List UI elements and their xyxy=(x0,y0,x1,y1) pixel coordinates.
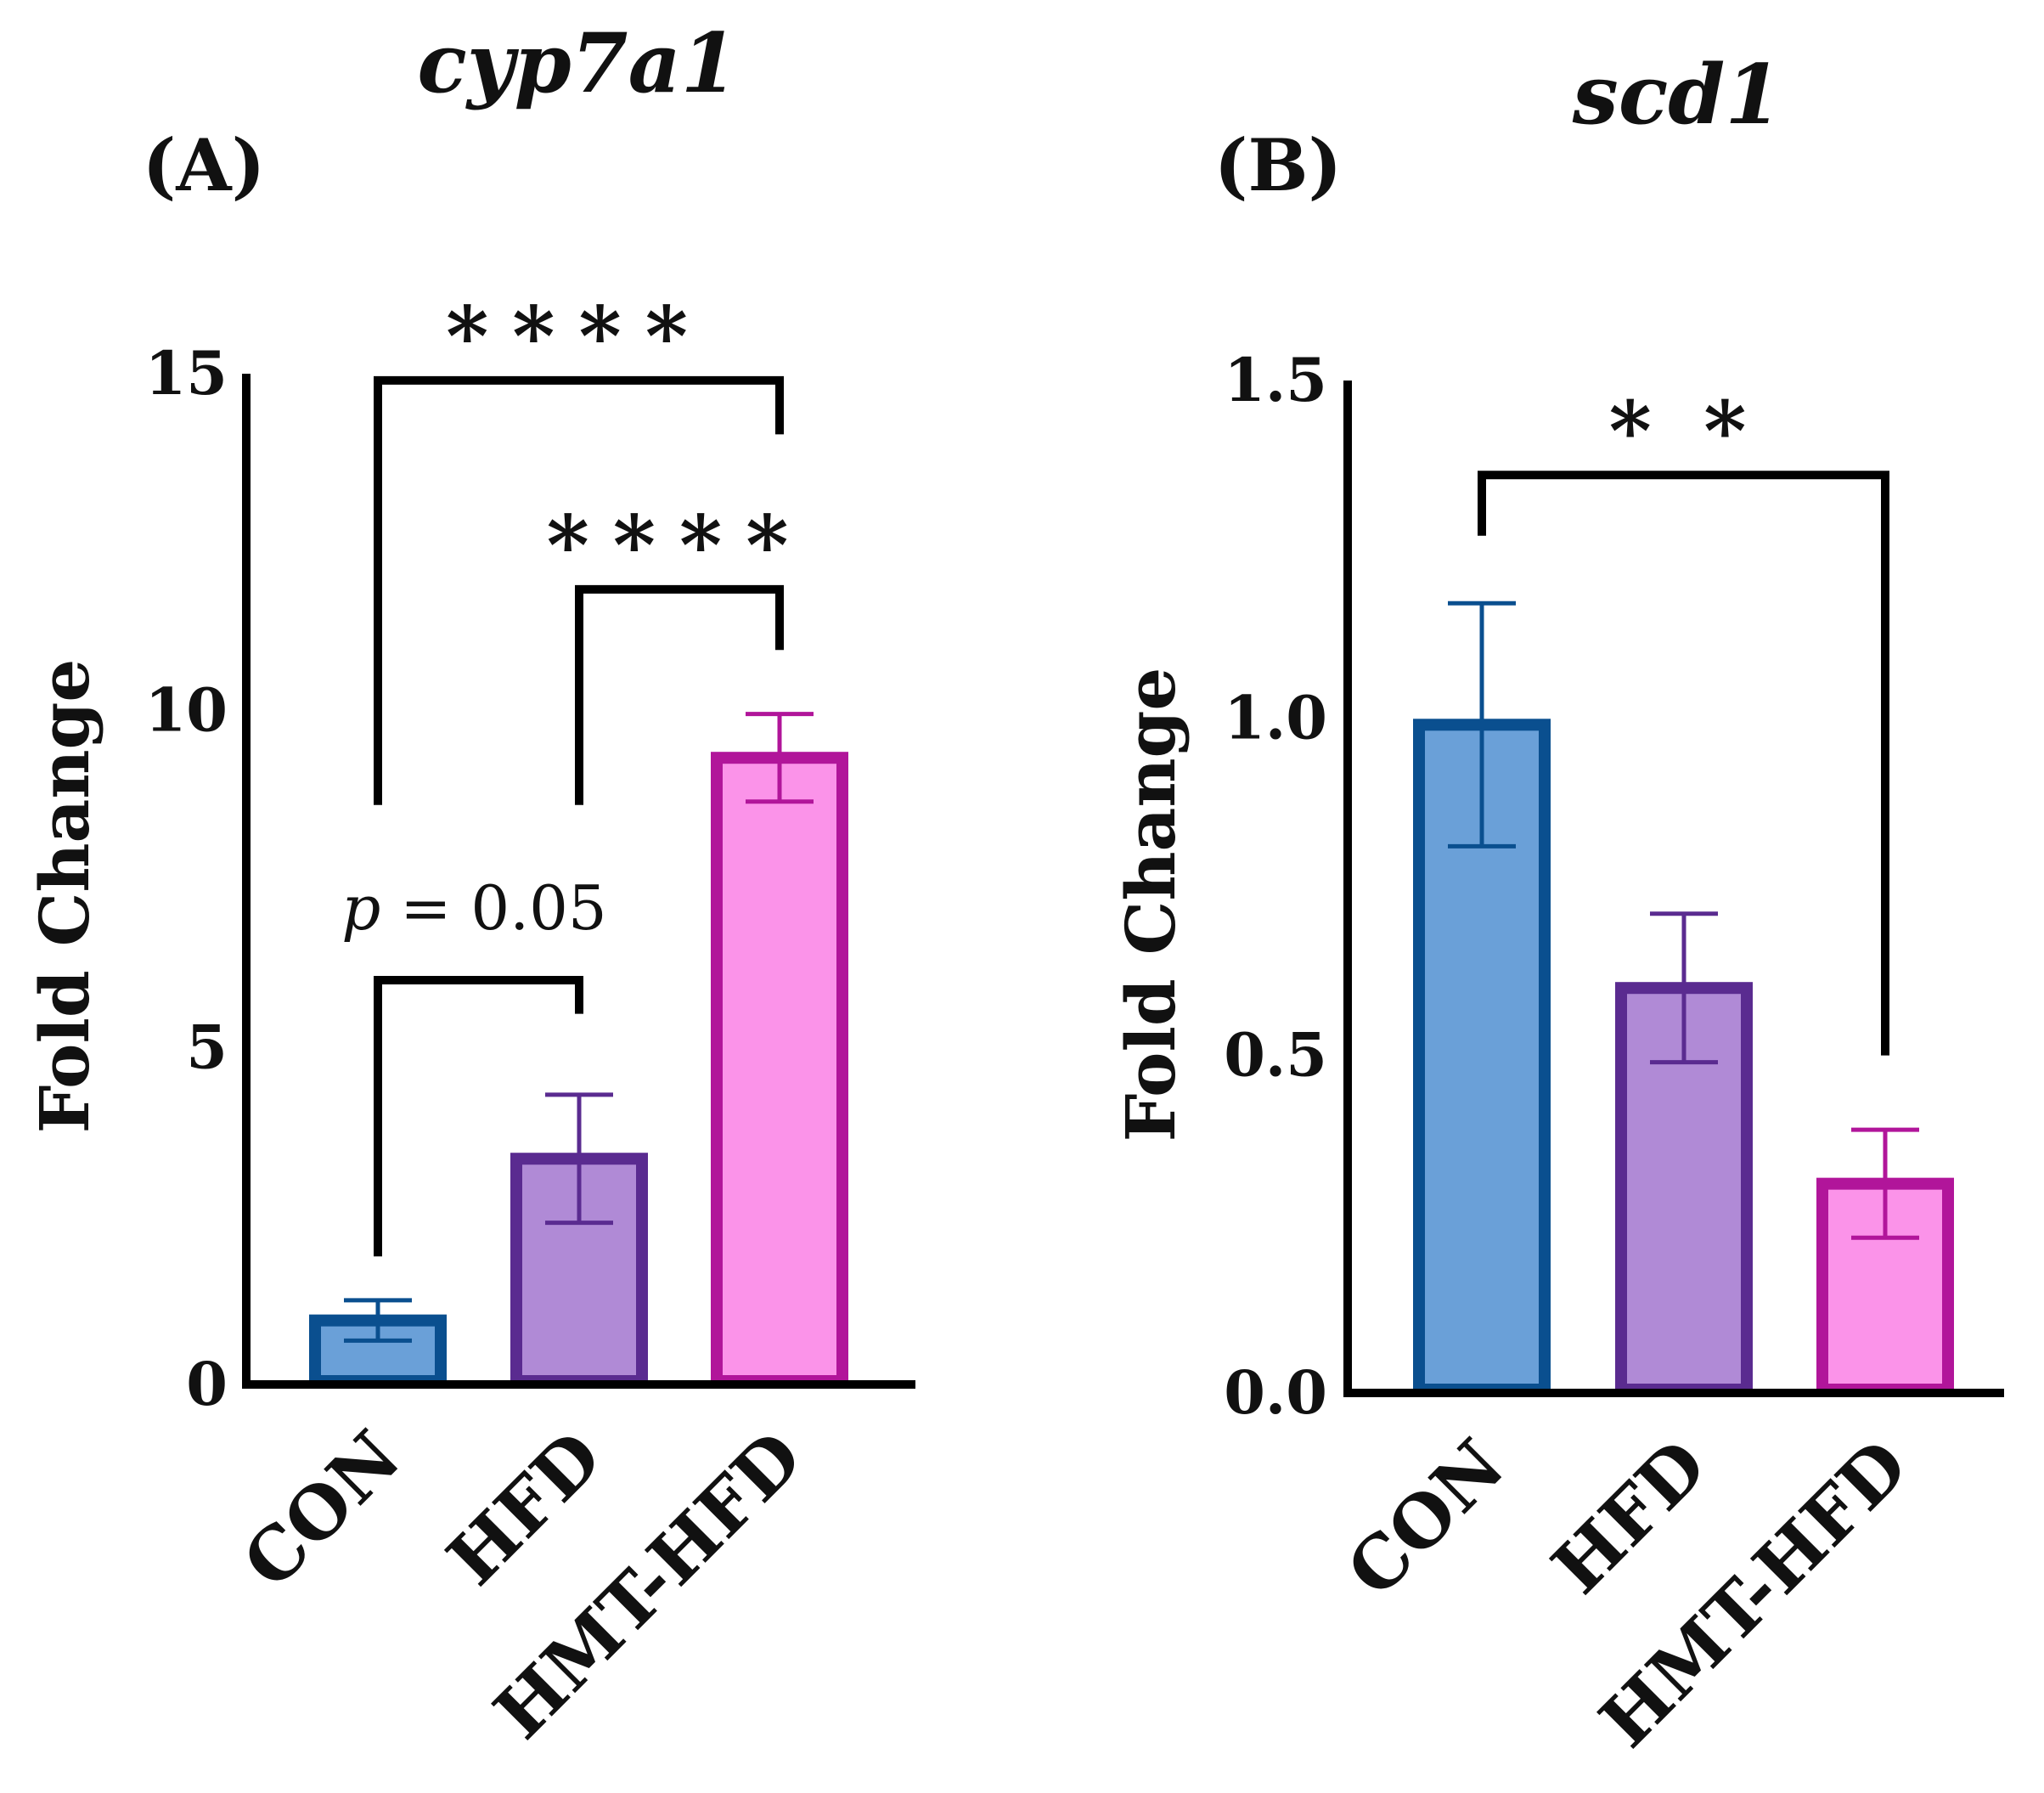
significance-stars: * * xyxy=(1609,383,1759,479)
y-tick-label: 1.5 xyxy=(1224,345,1327,415)
significance-stars: **** xyxy=(446,289,712,385)
significance-bracket: p = 0.05 xyxy=(341,872,607,1257)
p-symbol: p xyxy=(341,872,380,944)
x-category-label: HFD xyxy=(1536,1423,1723,1610)
panel-b-y-axis-label: Fold Change xyxy=(1111,668,1191,1142)
significance-p-value: p = 0.05 xyxy=(341,872,607,944)
significance-bracket-line xyxy=(374,375,784,805)
panel-a-y-ticks: 0 5 10 15 xyxy=(145,338,228,1419)
bar-hmt-hfd xyxy=(711,752,848,1387)
significance-bracket: * * xyxy=(1478,383,1889,1056)
error-bar-hmt-hfd xyxy=(1851,1127,1919,1240)
panel-a-axes xyxy=(242,374,915,1389)
y-tick-label: 0.5 xyxy=(1224,1020,1327,1091)
error-bar-hmt-hfd xyxy=(746,712,814,804)
x-category-label: CON xyxy=(1331,1423,1520,1612)
significance-bracket-line xyxy=(575,584,784,805)
significance-stars: **** xyxy=(547,498,813,594)
panel-b-y-ticks: 0.0 0.5 1.0 1.5 xyxy=(1224,345,1327,1428)
y-tick-label: 0 xyxy=(186,1349,228,1419)
significance-bracket: **** xyxy=(547,498,813,805)
error-bar-hfd xyxy=(1650,911,1718,1065)
significance-bracket-line xyxy=(1478,471,1889,1056)
error-bar-con xyxy=(1448,600,1516,849)
y-tick-label: 10 xyxy=(145,675,228,746)
panel-a-title: cyp7a1 xyxy=(417,15,737,111)
y-tick-label: 0.0 xyxy=(1224,1357,1327,1428)
panel-b-scd1: scd1 (B) Fold Change 0.0 0.5 1.0 1.5 * * CO… xyxy=(1111,47,2004,1763)
y-tick-label: 15 xyxy=(145,338,228,409)
panel-a-y-axis-label: Fold Change xyxy=(25,659,104,1134)
error-bar-hfd xyxy=(545,1092,613,1226)
error-bar-con xyxy=(344,1298,412,1343)
panel-b-significance: * * xyxy=(1478,383,1889,1056)
y-tick-label: 5 xyxy=(186,1012,228,1082)
x-category-label: CON xyxy=(227,1414,416,1604)
panel-b-bars xyxy=(1413,600,1954,1395)
panel-b-label: (B) xyxy=(1214,123,1343,207)
significance-bracket-line xyxy=(374,976,583,1257)
panel-b-title: scd1 xyxy=(1572,47,1782,143)
significance-bracket: **** xyxy=(374,289,784,805)
panel-a-bars xyxy=(309,712,848,1387)
p-value-text: = 0.05 xyxy=(380,872,606,944)
panel-a-label: (A) xyxy=(143,123,266,207)
panel-a-significance: p = 0.05 **** **** xyxy=(341,289,813,1257)
y-tick-label: 1.0 xyxy=(1224,682,1327,753)
panel-a-cyp7a1: cyp7a1 (A) Fold Change 0 5 10 15 p = 0.05 **… xyxy=(25,15,915,1755)
x-category-label: HFD xyxy=(431,1414,618,1601)
panel-b-axes xyxy=(1343,381,2004,1397)
